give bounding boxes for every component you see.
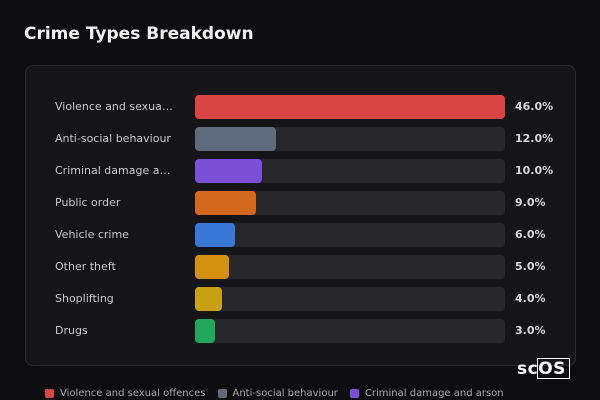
category-label: Vehicle crime <box>55 228 129 241</box>
legend-label: Anti-social behaviour <box>232 387 338 399</box>
bar-track <box>195 255 505 279</box>
bar <box>195 191 256 215</box>
chart-title: Crime Types Breakdown <box>24 24 254 44</box>
category-label: Drugs <box>55 324 88 337</box>
bar <box>195 255 229 279</box>
watermark-box <box>537 358 570 379</box>
value-label: 6.0% <box>515 228 546 241</box>
legend-label: Violence and sexual offences <box>60 387 206 399</box>
bar <box>195 319 216 343</box>
legend-item: Criminal damage and arson <box>349 386 504 400</box>
legend-item: Violence and sexual offences <box>45 386 206 400</box>
bar-track <box>195 287 505 311</box>
category-label: Anti-social behaviour <box>55 132 171 145</box>
bar <box>195 127 276 151</box>
value-label: 3.0% <box>515 324 546 337</box>
bar <box>195 159 263 183</box>
value-label: 4.0% <box>515 292 546 305</box>
value-label: 5.0% <box>515 260 546 273</box>
legend-label: Criminal damage and arson <box>364 387 504 399</box>
value-label: 9.0% <box>515 196 546 209</box>
legend-swatch <box>349 388 359 398</box>
value-label: 46.0% <box>515 100 554 113</box>
legend-item: Anti-social behaviour <box>217 386 338 400</box>
bar <box>195 287 222 311</box>
bar <box>195 223 236 247</box>
legend-swatch <box>217 388 227 398</box>
bar-track <box>195 223 505 247</box>
watermark: scOS <box>517 359 566 379</box>
category-label: Violence and sexual offences <box>55 100 173 113</box>
bar-track <box>195 319 505 343</box>
legend-swatch <box>45 388 54 398</box>
category-label: Shoplifting <box>55 292 114 305</box>
category-label: Public order <box>55 196 121 209</box>
legend: Violence and sexual offences Anti-social … <box>45 386 565 400</box>
value-label: 12.0% <box>515 132 554 145</box>
bar <box>195 95 505 119</box>
value-label: 10.0% <box>515 164 554 177</box>
category-label: Criminal damage and arson <box>55 164 173 177</box>
category-label: Other theft <box>55 260 116 273</box>
